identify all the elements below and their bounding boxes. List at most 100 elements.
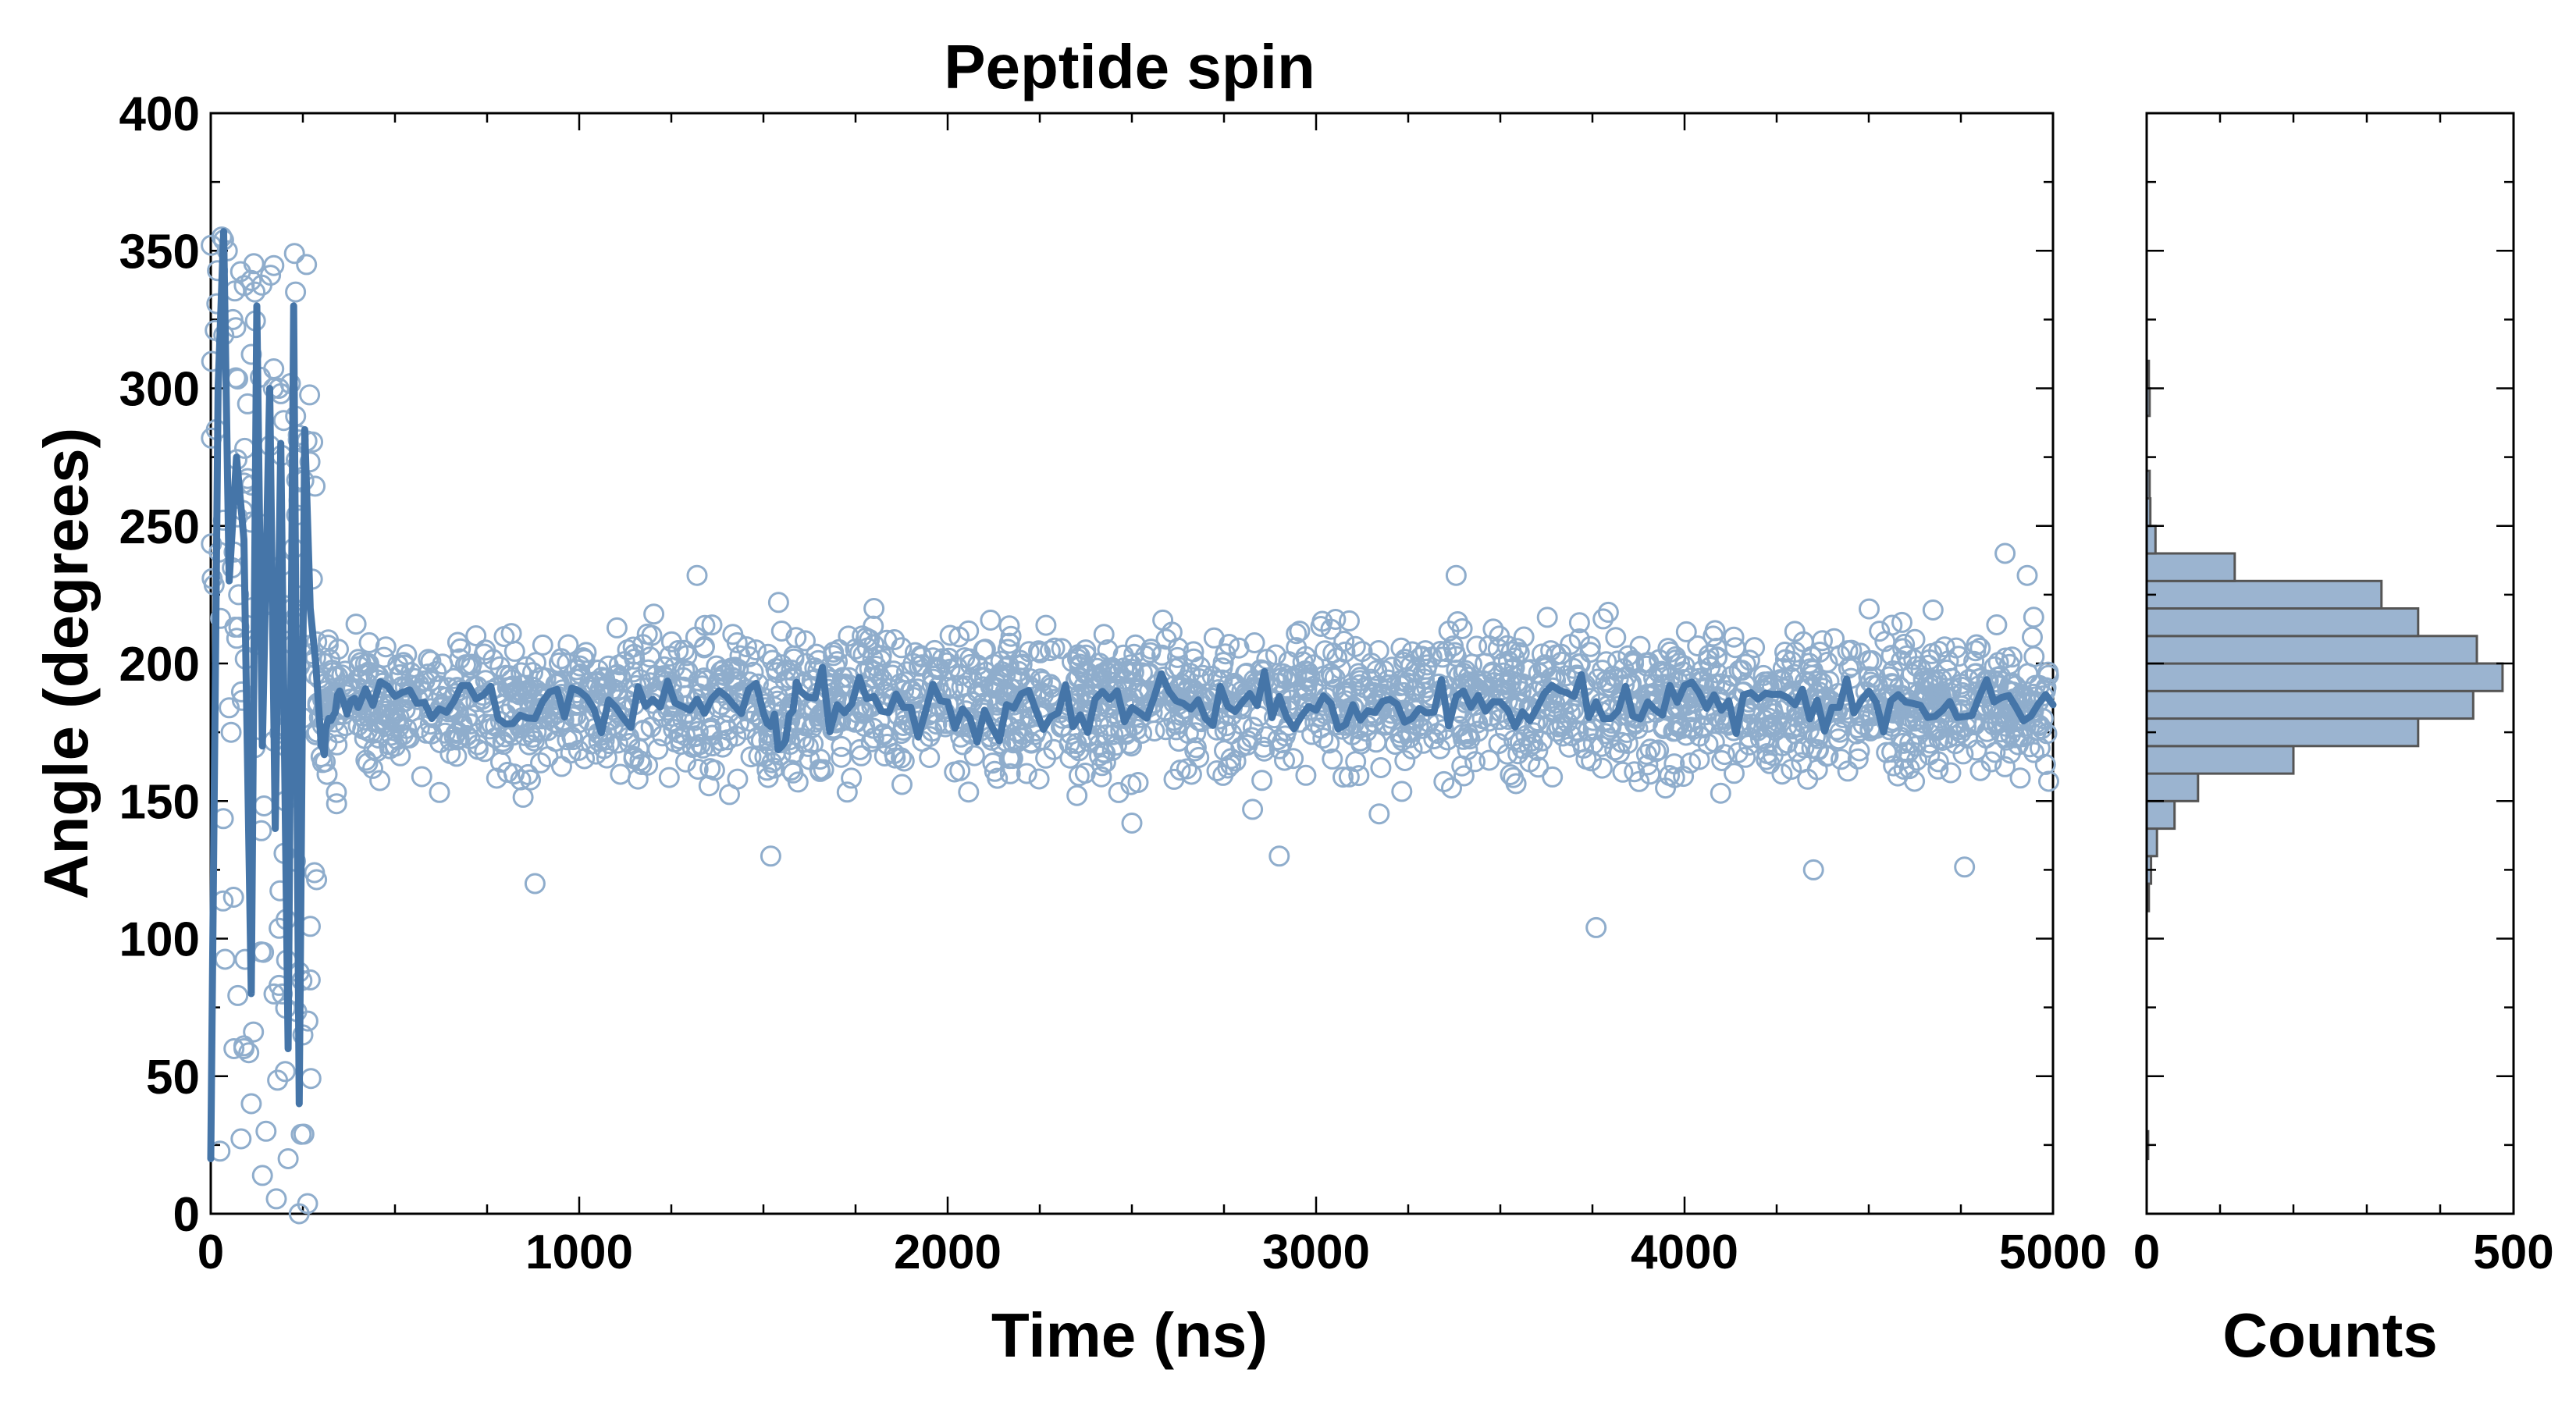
scatter-point <box>1500 764 1521 785</box>
scatter-point <box>1018 641 1040 663</box>
scatter-point <box>1542 766 1564 788</box>
scatter-point <box>532 634 553 656</box>
scatter-point <box>1882 660 1904 681</box>
y-tick-label: 100 <box>119 913 200 967</box>
scatter-point <box>698 775 720 797</box>
scatter-point <box>1710 782 1731 804</box>
scatter-point <box>1809 642 1831 663</box>
scatter-point <box>396 727 418 749</box>
scatter-point <box>1093 624 1115 646</box>
scatter-point <box>623 748 645 770</box>
scatter-point <box>636 623 658 645</box>
scatter-point <box>700 720 722 741</box>
scatter-point <box>255 1120 277 1142</box>
x-tick-label: 4000 <box>1631 1225 1738 1279</box>
scatter-point <box>1781 759 1802 781</box>
scatter-point <box>1639 763 1661 785</box>
scatter-point <box>970 667 991 688</box>
scatter-point <box>2017 663 2039 685</box>
scatter-point <box>312 688 333 710</box>
scatter-point <box>939 624 961 646</box>
scatter-point <box>781 759 802 781</box>
scatter-point <box>1411 646 1433 667</box>
scatter-point <box>2023 700 2044 722</box>
scatter-point <box>299 451 321 473</box>
scatter-point <box>1140 642 1162 663</box>
histogram-bar <box>2145 525 2157 555</box>
scatter-point <box>500 697 522 719</box>
scatter-point <box>1711 750 1733 771</box>
scatter-point <box>1012 727 1034 749</box>
scatter-point <box>1320 618 1342 640</box>
scatter-point <box>699 758 721 780</box>
scatter-point <box>1283 667 1304 688</box>
scatter-point <box>627 768 649 790</box>
scatter-point <box>1007 670 1028 692</box>
scatter-point <box>1568 612 1590 634</box>
scatter-point <box>2016 564 2038 586</box>
scatter-point <box>1384 734 1406 755</box>
scatter-point <box>2009 767 2031 789</box>
scatter-point <box>1609 742 1631 763</box>
scatter-point <box>518 681 539 702</box>
scatter-point <box>1163 768 1185 790</box>
scatter-point <box>1945 637 1967 659</box>
scatter-point <box>685 735 707 757</box>
scatter-point <box>1945 725 1967 747</box>
scatter-point <box>831 735 852 757</box>
scatter-point <box>694 614 716 636</box>
scatter-point <box>1528 662 1550 684</box>
scatter-point <box>1667 716 1689 738</box>
scatter-point <box>660 631 682 653</box>
scatter-point <box>230 1128 252 1150</box>
scatter-point <box>1552 725 1574 747</box>
scatter-point <box>1113 657 1134 679</box>
scatter-point <box>1912 667 1934 689</box>
scatter-point <box>1994 542 2016 564</box>
x-tick-label: 2000 <box>894 1225 1002 1279</box>
scatter-point <box>1151 644 1172 666</box>
scatter-point <box>687 759 709 780</box>
scatter-point <box>243 253 265 275</box>
scatter-point <box>277 1148 299 1169</box>
scatter-point <box>1639 691 1661 713</box>
scatter-point <box>1441 777 1462 799</box>
scatter-point <box>420 704 442 726</box>
scatter-point <box>1394 750 1416 771</box>
scatter-point <box>418 649 439 670</box>
scatter-point <box>888 689 910 711</box>
scatter-point <box>910 645 932 667</box>
scatter-point <box>262 378 284 399</box>
y-tick-label: 150 <box>119 775 200 829</box>
scatter-point <box>863 598 885 619</box>
scatter-point <box>757 767 779 788</box>
scatter-point <box>1954 856 1976 878</box>
scatter-point <box>809 749 831 770</box>
scatter-point <box>1094 752 1116 773</box>
scatter-point <box>1969 759 1991 781</box>
scatter-point <box>706 678 728 699</box>
scatter-point <box>1066 784 1088 806</box>
scatter-point <box>722 624 744 646</box>
scatter-point <box>1728 660 1750 681</box>
scatter-point <box>760 845 781 867</box>
scatter-point <box>1155 628 1177 650</box>
scatter-point <box>828 638 850 660</box>
scatter-point <box>1513 626 1535 648</box>
scatter-point <box>1481 676 1503 698</box>
scatter-point <box>251 1165 273 1186</box>
scatter-point <box>1073 675 1095 697</box>
scatter-point <box>1624 761 1646 783</box>
scatter-point <box>408 674 430 695</box>
histogram-bar <box>2145 799 2176 831</box>
scatter-point <box>2029 674 2051 696</box>
y-tick-label: 250 <box>119 500 200 554</box>
scatter-point <box>1895 742 1916 763</box>
scatter-point <box>982 752 1004 774</box>
scatter-point <box>1161 621 1183 643</box>
scatter-point <box>233 1038 254 1059</box>
scatter-point <box>316 763 338 785</box>
scatter-point <box>345 614 367 635</box>
scatter-point <box>686 564 708 586</box>
scatter-point <box>950 664 972 686</box>
